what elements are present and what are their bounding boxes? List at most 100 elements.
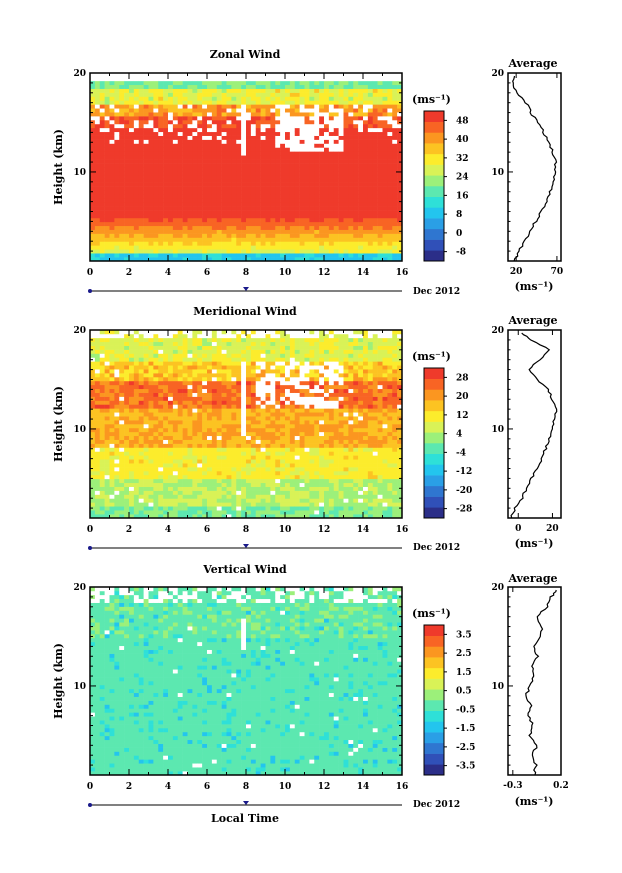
zonal-wind-cell	[197, 257, 203, 262]
zonal-wind-cell	[187, 190, 193, 195]
zonal-wind-x-tick-label: 16	[396, 268, 409, 278]
meridional-wind-cell	[260, 510, 266, 515]
meridional-wind-cell	[192, 388, 198, 393]
meridional-wind-cell	[104, 490, 110, 495]
zonal-wind-cell	[94, 104, 101, 109]
meridional-wind-cell	[104, 365, 110, 370]
meridional-wind-cell	[172, 349, 179, 354]
meridional-wind-cell	[192, 490, 198, 495]
meridional-wind-cell	[143, 447, 149, 452]
meridional-wind-cell	[168, 474, 174, 480]
zonal-wind-cell	[255, 120, 261, 125]
meridional-wind-cell	[241, 384, 247, 390]
meridional-wind-cell	[109, 404, 115, 409]
zonal-wind-cell	[207, 174, 213, 180]
meridional-wind-cell	[172, 337, 179, 343]
zonal-wind-cell	[280, 108, 286, 113]
zonal-wind-cell	[192, 88, 198, 93]
zonal-wind-cell	[294, 155, 300, 160]
zonal-wind-cell	[119, 202, 125, 207]
zonal-wind-cell	[207, 210, 213, 215]
meridional-wind-cell	[177, 502, 183, 507]
zonal-wind-cell	[216, 143, 222, 148]
meridional-wind-cell	[114, 377, 120, 382]
meridional-wind-cell	[124, 412, 130, 417]
zonal-wind-cell	[343, 155, 349, 160]
zonal-wind-cell	[275, 257, 281, 262]
zonal-wind-cell	[299, 135, 305, 140]
zonal-wind-cell	[348, 112, 354, 117]
zonal-wind-cell	[314, 147, 320, 152]
zonal-wind-cell	[202, 88, 208, 93]
meridional-wind-cell	[143, 420, 149, 425]
zonal-wind-cell	[211, 73, 218, 78]
zonal-wind-cell	[324, 241, 330, 246]
zonal-wind-cell	[182, 163, 188, 168]
meridional-wind-cell	[182, 420, 188, 425]
meridional-wind-cell	[221, 455, 227, 460]
zonal-wind-cell	[207, 120, 213, 125]
zonal-wind-cell	[133, 84, 140, 89]
zonal-wind-cell	[90, 178, 96, 183]
meridional-wind-cell	[109, 353, 115, 358]
zonal-wind-cell	[133, 182, 140, 187]
zonal-wind-cell	[328, 108, 335, 113]
meridional-wind-cell	[114, 459, 120, 464]
zonal-wind-cell	[133, 143, 140, 148]
zonal-wind-cell	[114, 159, 120, 164]
zonal-wind-cell	[143, 92, 149, 97]
zonal-wind-cell	[177, 237, 183, 242]
meridional-wind-cell	[211, 408, 218, 413]
zonal-wind-cell	[236, 84, 242, 89]
zonal-wind-cell	[197, 139, 203, 144]
zonal-wind-cell	[348, 214, 354, 219]
meridional-wind-cell	[255, 478, 261, 484]
zonal-wind-cell	[392, 225, 398, 230]
zonal-wind-cell	[148, 80, 154, 86]
zonal-wind-cell	[382, 167, 388, 172]
meridional-wind-cell	[250, 435, 257, 440]
zonal-wind-cell	[289, 159, 296, 164]
meridional-wind-cell	[226, 502, 232, 507]
meridional-wind-cell	[158, 424, 164, 429]
zonal-wind-cell	[392, 112, 398, 117]
meridional-wind-cell	[104, 443, 110, 448]
meridional-wind-cell	[211, 365, 218, 370]
meridional-wind-cell	[133, 467, 140, 472]
zonal-wind-cell	[333, 249, 339, 254]
zonal-wind-cell	[309, 182, 315, 187]
meridional-wind-cell	[124, 471, 130, 476]
meridional-wind-cell	[265, 451, 271, 456]
zonal-wind-cell	[163, 73, 169, 78]
meridional-wind-cell	[129, 353, 135, 358]
meridional-wind-cell	[211, 455, 218, 460]
zonal-wind-cell	[202, 182, 208, 187]
zonal-wind-cell	[119, 221, 125, 227]
zonal-wind-cell	[392, 159, 398, 164]
meridional-wind-cell	[148, 510, 154, 515]
zonal-wind-cell	[343, 217, 349, 223]
meridional-wind-cell	[163, 439, 169, 444]
meridional-wind-cell	[187, 373, 193, 378]
zonal-wind-cell	[367, 225, 374, 230]
zonal-wind-cell	[241, 202, 247, 207]
zonal-wind-cell	[241, 135, 247, 140]
meridional-wind-cell	[236, 361, 242, 366]
meridional-wind-cell	[260, 514, 266, 519]
meridional-wind-cell	[109, 341, 115, 346]
meridional-wind-cell	[153, 392, 159, 397]
meridional-wind-cell	[211, 474, 218, 480]
meridional-wind-cell	[260, 377, 266, 382]
zonal-wind-cell	[309, 92, 315, 97]
zonal-wind-cell	[236, 131, 242, 136]
meridional-wind-cell	[143, 502, 149, 507]
zonal-wind-cell	[250, 182, 257, 187]
zonal-wind-cell	[265, 245, 271, 250]
zonal-wind-cell	[104, 241, 110, 246]
zonal-wind-timeline-marker	[243, 287, 249, 291]
meridional-wind-cell	[99, 486, 105, 491]
meridional-wind-cell	[246, 502, 252, 507]
zonal-wind-cell	[143, 143, 149, 148]
meridional-wind-cell	[226, 463, 232, 468]
zonal-wind-cell	[187, 80, 193, 86]
